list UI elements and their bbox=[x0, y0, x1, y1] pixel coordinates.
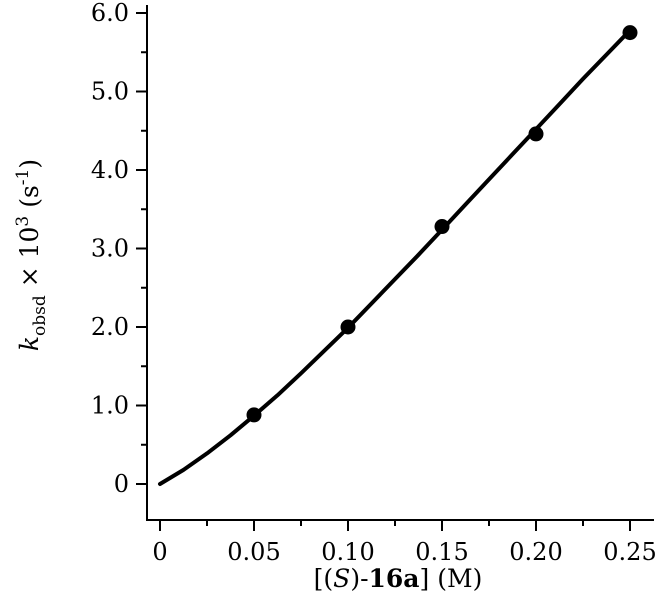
x-tick-label: 0 bbox=[152, 538, 167, 566]
x-axis-ticks: 0 0.05 0.10 0.15 0.20 0.25 bbox=[152, 520, 656, 566]
x-tick-label: 0.25 bbox=[603, 538, 656, 566]
y-tick-label: 3.0 bbox=[91, 235, 129, 263]
data-points-layer bbox=[246, 25, 638, 423]
y-tick-label: 2.0 bbox=[91, 313, 129, 341]
y-tick-label: 5.0 bbox=[91, 78, 129, 106]
x-tick-label: 0.20 bbox=[509, 538, 562, 566]
y-tick-label: 0 bbox=[114, 470, 129, 498]
x-tick-label: 0.15 bbox=[415, 538, 468, 566]
x-tick-label: 0.05 bbox=[227, 538, 280, 566]
data-point bbox=[340, 319, 356, 335]
data-point bbox=[528, 126, 544, 142]
y-tick-label: 4.0 bbox=[91, 156, 129, 184]
x-axis-label: [(S)-16a] (M) bbox=[314, 564, 483, 593]
y-tick-label: 6.0 bbox=[91, 0, 129, 27]
data-point bbox=[622, 25, 638, 41]
y-axis-label: kobsd × 103 (s-1) bbox=[13, 159, 50, 351]
fit-curve bbox=[158, 28, 632, 486]
data-point bbox=[434, 219, 450, 235]
y-axis-ticks: 0 1.0 2.0 3.0 4.0 5.0 6.0 bbox=[91, 0, 147, 498]
y-tick-label: 1.0 bbox=[91, 392, 129, 420]
x-tick-label: 0.10 bbox=[321, 538, 374, 566]
data-point bbox=[246, 407, 262, 423]
fit-curve-layer bbox=[158, 28, 632, 486]
